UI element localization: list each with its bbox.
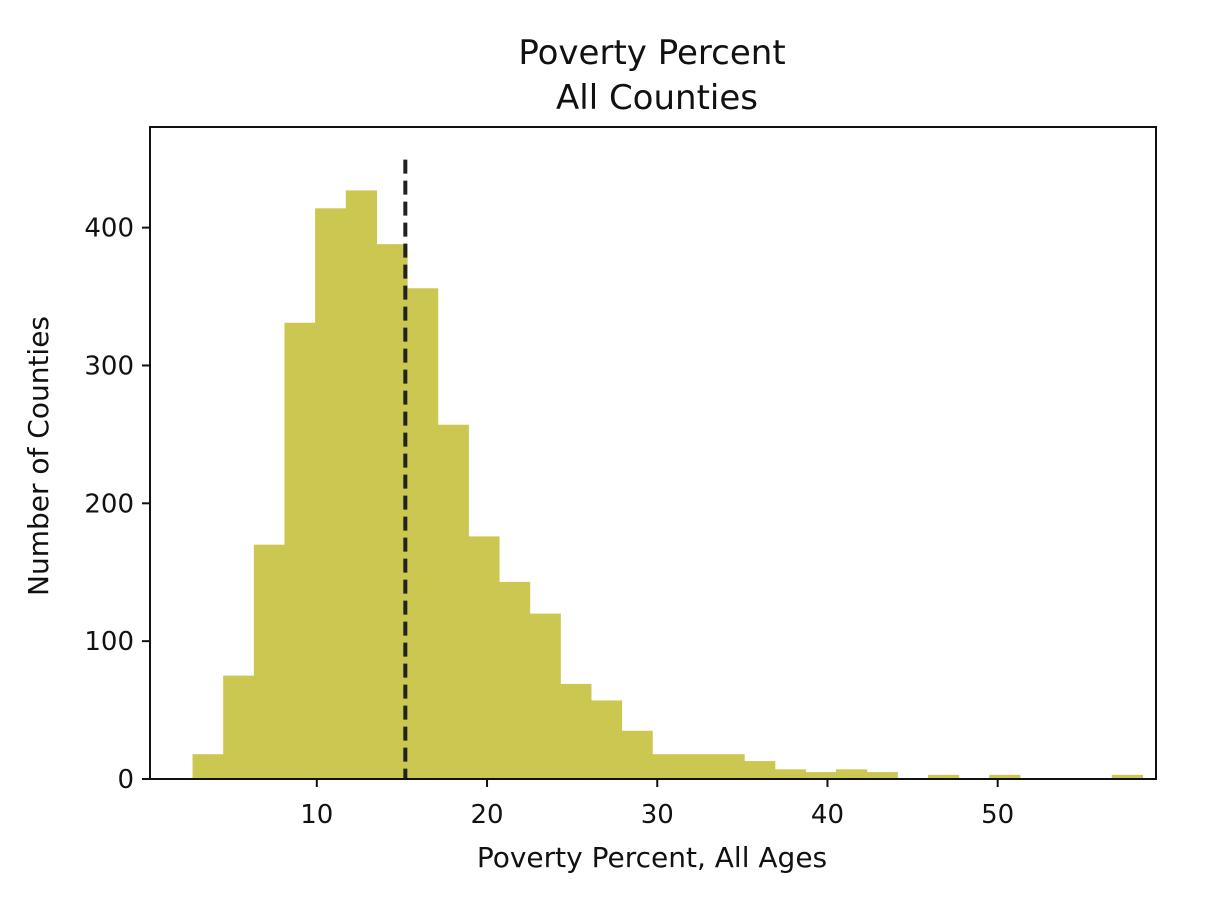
histogram-bar-2 — [253, 544, 286, 779]
chart-title-line-2: All Counties — [556, 78, 758, 118]
histogram-bar-26 — [989, 774, 1021, 779]
histogram-bar-1 — [223, 675, 255, 779]
histogram-bar-18 — [744, 761, 776, 779]
histogram-bar-8 — [437, 424, 469, 779]
histogram-bar-14 — [621, 730, 653, 779]
histogram-bar-3 — [284, 322, 316, 779]
histogram-bar-4 — [315, 208, 347, 779]
chart-title-line-1: Poverty Percent — [518, 33, 785, 73]
x-axis-label: Poverty Percent, All Ages — [477, 841, 827, 874]
histogram-bar-24 — [927, 774, 960, 779]
x-tick-label-50: 50 — [981, 800, 1014, 830]
histogram-bar-11 — [529, 613, 561, 779]
histogram-bar-6 — [376, 244, 408, 780]
y-tick-label-100: 100 — [84, 627, 134, 657]
y-tick-label-400: 400 — [84, 214, 134, 244]
histogram-bar-20 — [805, 772, 837, 779]
histogram-bar-0 — [192, 754, 224, 779]
plot-frame — [149, 126, 1157, 780]
histogram-bar-17 — [713, 754, 745, 779]
x-tick-label-20: 20 — [470, 800, 503, 830]
histogram-bar-10 — [498, 581, 531, 779]
histogram-bar-30 — [1111, 774, 1143, 779]
x-tick-label-10: 10 — [300, 800, 333, 830]
histogram-bar-16 — [682, 754, 715, 779]
y-axis-label: Number of Counties — [22, 316, 55, 596]
y-tick-label-0: 0 — [117, 765, 134, 795]
y-tick-label-300: 300 — [84, 351, 134, 381]
y-tick-label-200: 200 — [84, 489, 134, 519]
x-axis-ticks: 10 20 30 40 50 — [300, 779, 1014, 830]
histogram-bar-7 — [407, 288, 439, 779]
histogram-bar-21 — [835, 769, 868, 779]
x-tick-label-30: 30 — [641, 800, 674, 830]
histogram-bar-22 — [866, 772, 898, 779]
histogram-bar-9 — [468, 536, 500, 779]
histogram-bar-15 — [652, 754, 684, 779]
x-tick-label-40: 40 — [811, 800, 844, 830]
histogram-bar-5 — [345, 190, 377, 779]
y-axis-ticks: 0 100 200 300 400 — [84, 214, 150, 795]
histogram-bars — [192, 190, 1143, 780]
histogram-bar-19 — [774, 769, 806, 779]
histogram-bar-12 — [560, 683, 592, 779]
histogram-bar-13 — [590, 700, 623, 779]
